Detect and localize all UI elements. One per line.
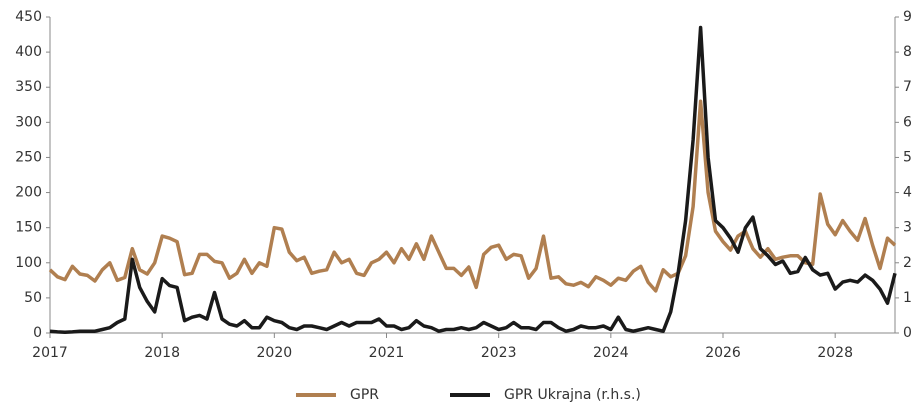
x-tick-label: 2018 xyxy=(144,345,180,361)
y2-tick-label: 6 xyxy=(903,114,912,130)
y2-tick-label: 3 xyxy=(903,220,912,236)
series-line xyxy=(49,25,897,335)
legend-label: GPR xyxy=(350,387,379,403)
x-tick-label: 2026 xyxy=(705,345,741,361)
y2-tick-label: 7 xyxy=(903,79,912,95)
series-line xyxy=(48,99,897,293)
y-tick-label: 150 xyxy=(15,220,42,236)
y-tick-label: 100 xyxy=(15,255,42,271)
y2-tick-label: 0 xyxy=(903,325,912,341)
legend-label: GPR Ukrajna (r.h.s.) xyxy=(504,387,641,403)
y-tick-label: 0 xyxy=(33,325,42,341)
y2-tick-label: 4 xyxy=(903,185,912,201)
y2-tick-label: 2 xyxy=(903,255,912,271)
y2-tick-label: 5 xyxy=(903,149,912,165)
y2-tick-label: 8 xyxy=(903,44,912,60)
y-tick-label: 400 xyxy=(15,44,42,60)
y2-tick-label: 9 xyxy=(903,9,912,25)
x-tick-label: 2020 xyxy=(257,345,293,361)
x-tick-label: 2028 xyxy=(817,345,853,361)
y-tick-label: 50 xyxy=(24,290,42,306)
y-tick-label: 200 xyxy=(15,185,42,201)
y-tick-label: 450 xyxy=(15,9,42,25)
x-tick-label: 2023 xyxy=(481,345,517,361)
x-tick-label: 2017 xyxy=(32,345,68,361)
x-tick-label: 2021 xyxy=(369,345,405,361)
y-tick-label: 300 xyxy=(15,114,42,130)
x-tick-label: 2024 xyxy=(593,345,629,361)
y-tick-label: 250 xyxy=(15,149,42,165)
y2-tick-label: 1 xyxy=(903,290,912,306)
y-tick-label: 350 xyxy=(15,79,42,95)
